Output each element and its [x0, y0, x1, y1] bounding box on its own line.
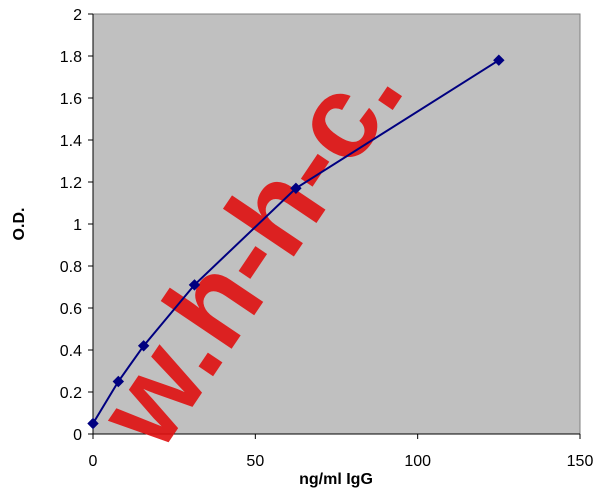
y-tick-label: 1.6 [60, 91, 82, 108]
y-tick-label: 0.4 [60, 343, 82, 360]
data-point-marker [493, 54, 505, 66]
y-tick-label: 0.8 [60, 259, 82, 276]
x-tick-label: 150 [567, 453, 594, 470]
x-tick-label: 50 [246, 453, 264, 470]
y-tick-label: 2 [73, 7, 82, 24]
series-line [92, 59, 500, 425]
y-tick-label: 0.2 [60, 385, 82, 402]
data-point-marker [290, 182, 302, 195]
x-axis-ticks: 0 50 100 150 [89, 434, 594, 470]
y-tick-label: 0 [73, 427, 82, 444]
series-layer [87, 54, 505, 430]
y-tick-label: 1.8 [60, 49, 82, 66]
x-tick-label: 100 [404, 453, 431, 470]
y-tick-label: 1 [73, 217, 82, 234]
data-point-marker [87, 417, 99, 430]
data-point-marker [188, 279, 201, 291]
y-tick-label: 0.6 [60, 301, 82, 318]
y-axis-ticks: 0 0.2 0.4 0.6 0.8 1 1.2 1.4 1.6 1.8 2 [60, 7, 93, 444]
y-axis-title: O.D. [11, 208, 28, 241]
plot-area [92, 13, 581, 435]
data-point-marker [112, 375, 125, 388]
y-tick-label: 1.2 [60, 175, 82, 192]
y-tick-label: 1.4 [60, 133, 82, 150]
x-axis-title: ng/ml IgG [299, 471, 373, 488]
data-point-marker [137, 340, 150, 352]
x-tick-label: 0 [89, 453, 98, 470]
